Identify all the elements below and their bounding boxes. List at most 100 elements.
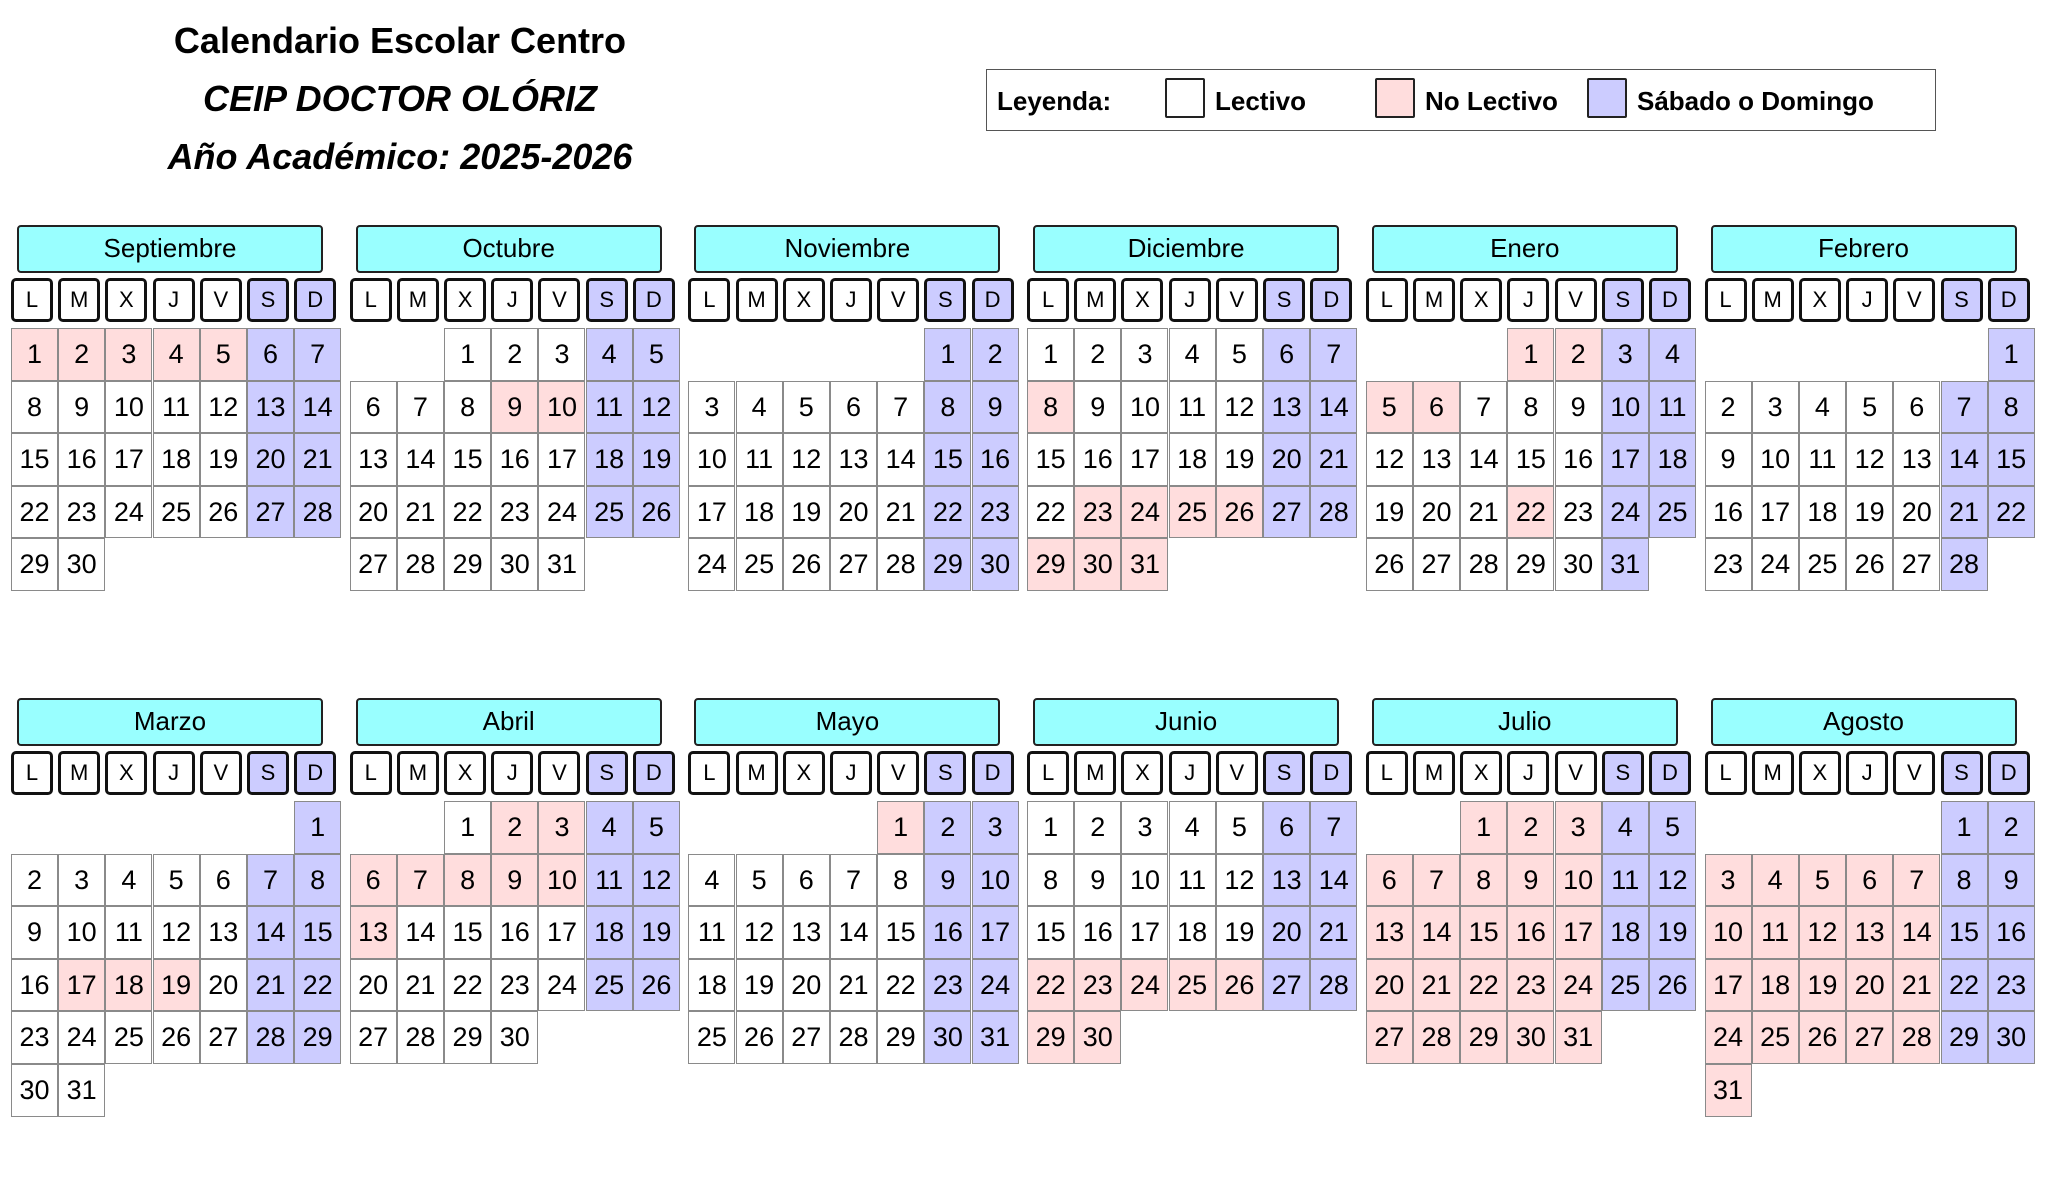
day-cell: 11 <box>105 906 153 959</box>
day-cell: 9 <box>58 380 106 434</box>
day-cell: 14 <box>829 906 877 959</box>
weekday-header: J <box>491 751 534 795</box>
day-cell: 25 <box>585 485 633 539</box>
day-cell: 12 <box>199 380 247 434</box>
weekday-header: V <box>877 278 920 322</box>
day-cell: 21 <box>1412 958 1460 1012</box>
day-cell: 2 <box>924 801 972 854</box>
day-cell: 11 <box>1751 906 1799 959</box>
day-cell: 23 <box>1704 538 1752 591</box>
day-cell: 23 <box>58 485 106 539</box>
day-cell: 28 <box>1460 538 1508 591</box>
day-cell: 15 <box>1460 906 1508 959</box>
day-cell: 26 <box>1215 485 1263 539</box>
day-cell: 10 <box>1554 853 1602 907</box>
day-cell: 3 <box>1554 801 1602 854</box>
weekday-header: D <box>294 751 337 795</box>
day-cell: 21 <box>294 433 342 486</box>
weekday-header: L <box>1365 278 1408 322</box>
weekday-header: V <box>1554 278 1597 322</box>
day-cell: 1 <box>1027 328 1075 381</box>
day-cell: 16 <box>1554 433 1602 486</box>
legend-item-no-lectivo: No Lectivo <box>1425 86 1558 116</box>
day-cell: 22 <box>444 958 492 1012</box>
day-cell: 26 <box>1798 1011 1846 1064</box>
day-cell: 14 <box>1893 906 1941 959</box>
day-cell: 30 <box>924 1011 972 1064</box>
legend-swatch-weekend <box>1587 78 1627 118</box>
day-cell: 6 <box>247 328 294 381</box>
weekday-header: M <box>58 751 101 795</box>
day-cell: 24 <box>1121 958 1169 1012</box>
day-cell: 5 <box>1648 801 1696 854</box>
day-cell: 11 <box>1798 433 1846 486</box>
day-cell: 18 <box>1168 906 1216 959</box>
day-cell: 25 <box>152 485 200 539</box>
weekday-header: J <box>829 751 872 795</box>
legend-item-lectivo: Lectivo <box>1215 86 1307 116</box>
weekday-header: L <box>688 278 731 322</box>
day-cell: 11 <box>1648 380 1696 434</box>
day-cell: 30 <box>491 538 539 591</box>
weekday-header: J <box>152 278 195 322</box>
day-cell: 13 <box>1846 906 1894 959</box>
day-cell: 15 <box>1027 906 1075 959</box>
day-cell: 14 <box>1460 433 1508 486</box>
weekday-header: D <box>971 751 1014 795</box>
day-cell: 7 <box>1940 380 1988 434</box>
day-cell: 17 <box>538 906 586 959</box>
day-cell: 21 <box>396 485 444 539</box>
day-cell: 19 <box>199 433 247 486</box>
day-cell: 22 <box>1940 958 1988 1012</box>
weekday-header: M <box>396 751 439 795</box>
weekday-header: X <box>1798 751 1841 795</box>
day-cell: 14 <box>396 906 444 959</box>
weekday-header: J <box>829 278 872 322</box>
day-cell: 22 <box>1027 485 1075 539</box>
day-cell: 4 <box>1168 328 1216 381</box>
day-cell: 29 <box>1507 538 1555 591</box>
day-cell: 8 <box>924 380 972 434</box>
day-cell: 16 <box>924 906 972 959</box>
day-cell: 8 <box>1460 853 1508 907</box>
day-cell: 5 <box>199 328 247 381</box>
day-cell: 14 <box>396 433 444 486</box>
weekday-header: X <box>105 278 148 322</box>
day-cell: 11 <box>1168 853 1216 907</box>
day-cell: 24 <box>1704 1011 1752 1064</box>
day-cell: 9 <box>11 906 58 959</box>
day-cell: 15 <box>294 906 342 959</box>
day-cell: 22 <box>1460 958 1508 1012</box>
day-cell: 5 <box>632 801 680 854</box>
day-cell: 30 <box>1074 1011 1122 1064</box>
day-cell: 10 <box>1704 906 1752 959</box>
academic-year: Año Académico: 2025-2026 <box>167 136 633 177</box>
day-cell: 2 <box>11 853 58 907</box>
day-cell: 5 <box>1215 328 1263 381</box>
day-cell: 17 <box>105 433 153 486</box>
day-cell: 19 <box>632 906 680 959</box>
day-cell: 28 <box>1940 538 1988 591</box>
weekday-header: V <box>1215 278 1258 322</box>
day-cell: 6 <box>349 853 397 907</box>
weekday-header: L <box>1027 278 1070 322</box>
weekday-header: D <box>971 278 1014 322</box>
day-cell: 1 <box>444 801 492 854</box>
legend: Leyenda: Lectivo No Lectivo Sábado o Dom… <box>986 69 1936 131</box>
weekday-header: M <box>735 278 778 322</box>
day-cell: 21 <box>247 958 294 1012</box>
day-cell: 23 <box>491 485 539 539</box>
day-cell: 9 <box>971 380 1019 434</box>
day-cell: 12 <box>1365 433 1413 486</box>
weekday-header: J <box>1846 278 1889 322</box>
day-cell: 13 <box>1412 433 1460 486</box>
weekday-header: M <box>396 278 439 322</box>
day-cell: 22 <box>1507 485 1555 539</box>
day-cell: 25 <box>105 1011 153 1064</box>
day-cell: 16 <box>971 433 1019 486</box>
day-cell: 21 <box>877 485 925 539</box>
day-cell: 7 <box>829 853 877 907</box>
day-cell: 1 <box>1507 328 1555 381</box>
weekday-header: D <box>1648 278 1691 322</box>
